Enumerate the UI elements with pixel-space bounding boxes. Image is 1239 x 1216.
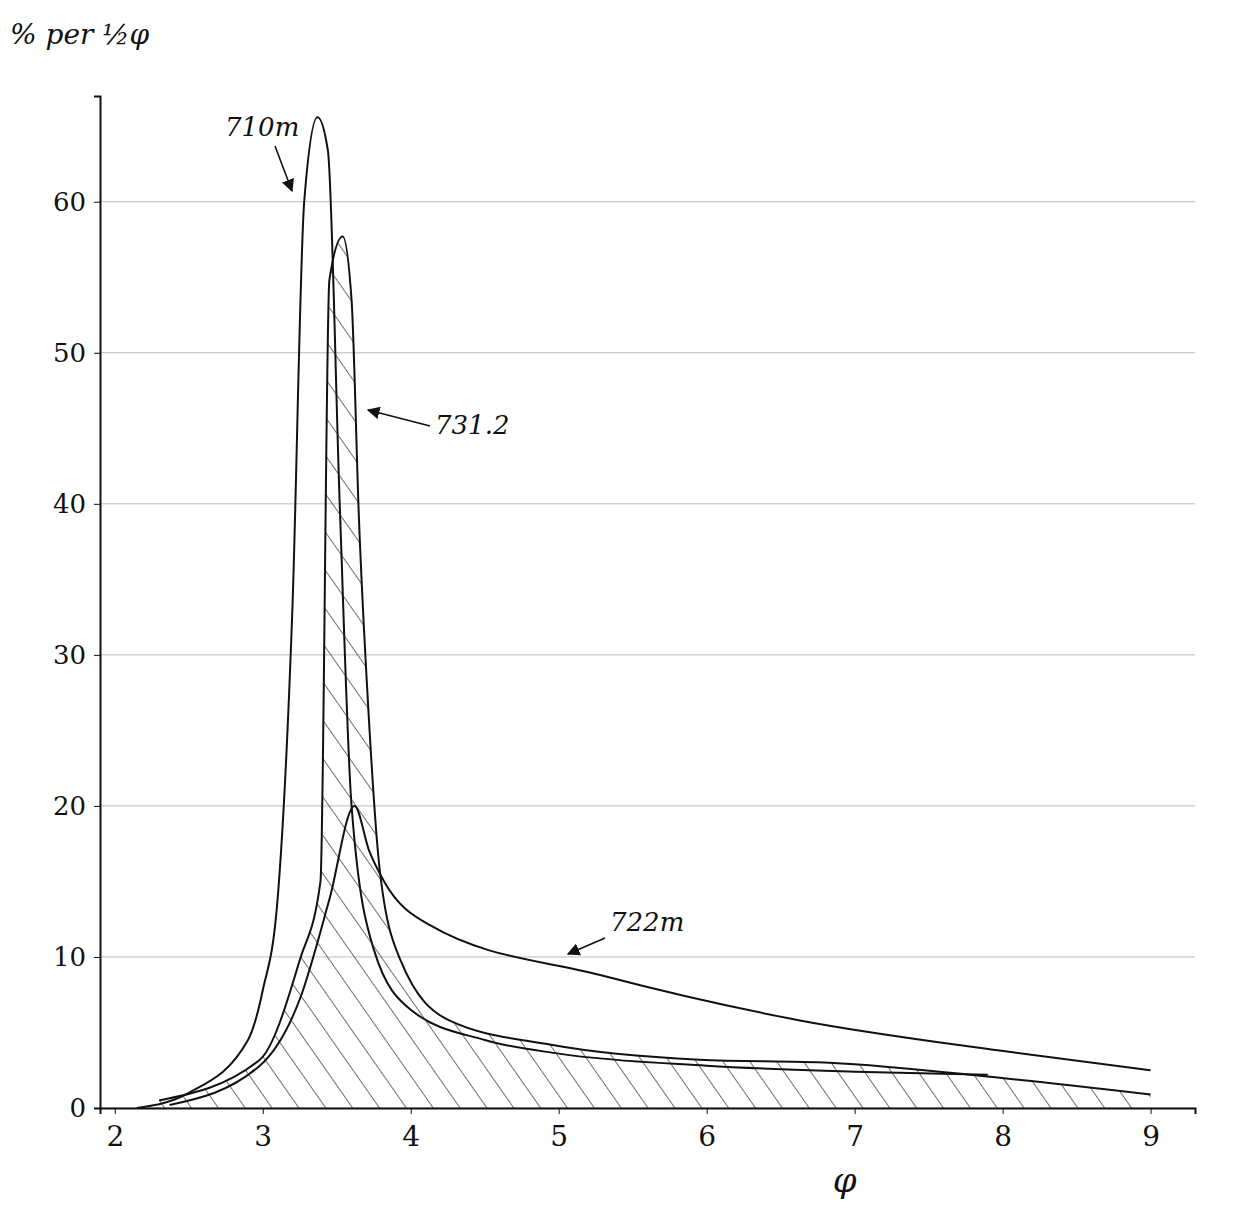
- tick-mark: [94, 504, 100, 505]
- tick: 3: [254, 1108, 272, 1153]
- tick-mark: [115, 1108, 116, 1114]
- tick-label: 60: [53, 187, 86, 217]
- tick-mark: [94, 806, 100, 807]
- tick: 30: [53, 640, 100, 670]
- tick-label: 7: [846, 1120, 864, 1153]
- tick-label: 2: [106, 1120, 124, 1153]
- chart: 0 10 20 30 40 50 60 2 3 4 5 6 7 8 9 710m 731.2 722m % per …: [0, 0, 1239, 1216]
- tick-mark: [1151, 1108, 1152, 1114]
- tick: 4: [402, 1108, 420, 1153]
- tick-label: 4: [402, 1120, 420, 1153]
- tick: 8: [994, 1108, 1012, 1153]
- tick-mark: [411, 1108, 412, 1114]
- x-axis: 2 3 4 5 6 7 8 9: [101, 1108, 1196, 1153]
- annotations: 710m 731.2 722m: [225, 112, 684, 954]
- tick-mark: [94, 1108, 100, 1109]
- tick: 9: [1142, 1108, 1160, 1153]
- grid-line: [100, 956, 1195, 957]
- grid: [100, 202, 1195, 1108]
- tick-mark: [263, 1108, 264, 1114]
- marks: [137, 117, 1151, 1108]
- grid-line: [100, 805, 1195, 806]
- curve: [159, 236, 1150, 1100]
- x-axis-title: φ: [833, 1160, 857, 1200]
- tick-label: 20: [53, 791, 86, 821]
- grid-line: [100, 201, 1195, 202]
- tick: 6: [698, 1108, 716, 1153]
- tick-mark: [707, 1108, 708, 1114]
- curve-label: 731.2: [435, 410, 509, 440]
- arrow: [368, 410, 430, 426]
- tick-label: 3: [254, 1120, 272, 1153]
- tick-mark: [94, 655, 100, 656]
- hatched-area: [159, 236, 1150, 1108]
- tick-label: 6: [698, 1120, 716, 1153]
- tick: 50: [53, 338, 100, 368]
- tick-mark: [94, 202, 100, 203]
- tick: 2: [106, 1108, 124, 1153]
- curve: [137, 117, 988, 1108]
- tick: 20: [53, 791, 100, 821]
- tick-mark: [855, 1108, 856, 1114]
- arrow: [275, 146, 292, 191]
- tick-label: 0: [69, 1093, 86, 1123]
- curve-label: 710m: [225, 112, 299, 142]
- tick: 0: [69, 1093, 100, 1123]
- tick-label: 40: [53, 489, 86, 519]
- grid-line: [100, 503, 1195, 504]
- tick-mark: [1003, 1108, 1004, 1114]
- tick-mark: [94, 957, 100, 958]
- grid-line: [100, 352, 1195, 353]
- tick: 5: [550, 1108, 568, 1153]
- curve: [170, 806, 1151, 1105]
- y-axis: 0 10 20 30 40 50 60: [53, 97, 101, 1123]
- tick-mark: [94, 353, 100, 354]
- tick-label: 8: [994, 1120, 1012, 1153]
- tick-mark: [559, 1108, 560, 1114]
- curve-label: 722m: [610, 907, 684, 937]
- tick: 40: [53, 489, 100, 519]
- tick-label: 10: [53, 942, 86, 972]
- grid-line: [100, 654, 1195, 655]
- tick: 10: [53, 942, 100, 972]
- y-axis-title: % per ½φ: [10, 18, 149, 51]
- tick-label: 50: [53, 338, 86, 368]
- axis-line: [101, 1109, 1196, 1115]
- arrow: [568, 938, 605, 954]
- tick-label: 30: [53, 640, 86, 670]
- axis-line: [94, 97, 101, 1109]
- plot: 0 10 20 30 40 50 60 2 3 4 5 6 7 8 9 710m 731.2 722m: [53, 97, 1196, 1153]
- tick: 60: [53, 187, 100, 217]
- tick: 7: [846, 1108, 864, 1153]
- tick-label: 5: [550, 1120, 568, 1153]
- tick-label: 9: [1142, 1120, 1160, 1153]
